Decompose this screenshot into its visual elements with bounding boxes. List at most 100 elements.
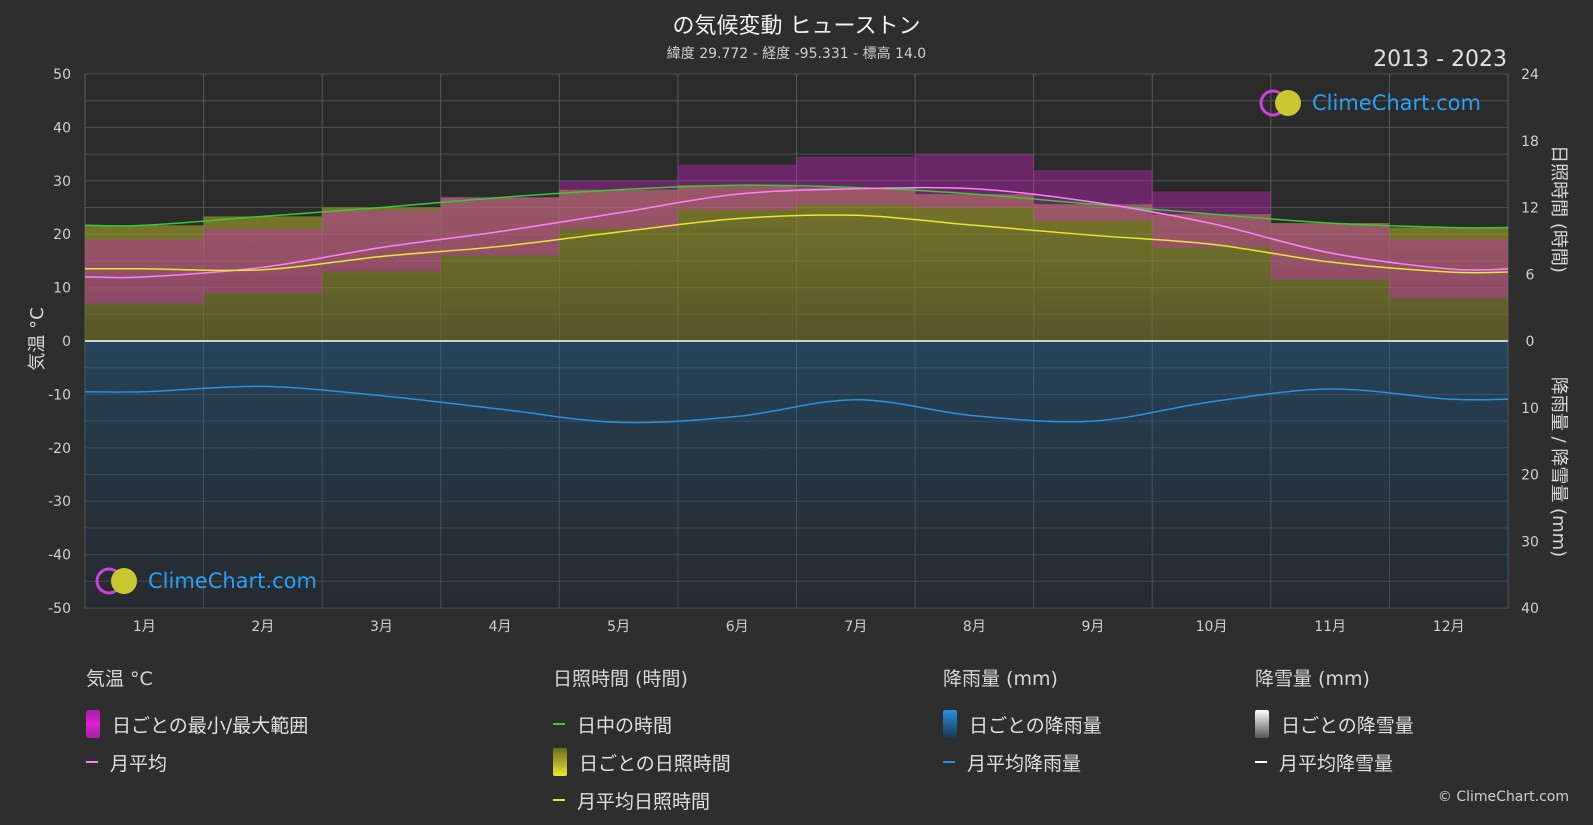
temp-avg-swatch [86,761,98,763]
temp-avg-line [84,186,1509,279]
temp-range-band [915,154,1034,208]
temp-range-band [1152,191,1271,248]
month-tick-label: 11月 [1314,619,1346,635]
left-tick-label: 10 [53,281,71,297]
daily-sunshine-band [440,197,560,341]
right-rain-tick-label: 30 [1521,534,1539,550]
daily-rain-band [322,341,441,608]
right-sun-tick-label: 0 [1526,334,1535,350]
month-tick-label: 1月 [133,619,156,635]
left-tick-label: -40 [48,548,71,564]
right-sun-tick-label: 24 [1521,67,1539,83]
legend-rain: 降雨量 (mm) 日ごとの降雨量 月平均降雨量 [943,664,1102,781]
brand-logo-top[interactable]: ClimeChart.com [1258,88,1481,118]
right-axis-rain-label: 降雨量 / 降雪量 (mm) [1548,376,1569,558]
rain-avg-line [84,385,1509,424]
year-range: 2013 - 2023 [1373,47,1507,72]
legend-label: 日ごとの最小/最大範囲 [112,714,309,737]
chart-subtitle: 緯度 29.772 - 経度 -95.331 - 標高 14.0 [666,46,927,62]
legend-label: 日ごとの降雪量 [1281,714,1414,737]
sunshine-swatch [553,748,567,776]
legend-snow-title: 降雪量 (mm) [1255,668,1370,690]
chart-title: の気候変動 ヒューストン [672,14,921,39]
daily-sunshine-band [203,216,323,341]
brand-logo-icon [1259,89,1301,117]
month-tick-label: 4月 [489,619,512,635]
daily-sunshine-band [677,185,797,341]
legend-temperature: 気温 °C 日ごとの最小/最大範囲 月平均 [86,664,308,781]
daily-rain-band [796,341,916,608]
right-sun-tick-label: 6 [1526,267,1535,283]
legend-rain-title: 降雨量 (mm) [943,668,1058,690]
left-tick-label: -10 [48,387,71,403]
legend-item-daylight: 日中の時間 [553,705,731,743]
daily-rain-band [85,341,204,608]
left-tick-label: 30 [53,174,71,190]
sunshine-avg-line [84,214,1509,274]
left-tick-label: -20 [48,441,71,457]
legend-item-temp-range: 日ごとの最小/最大範囲 [86,705,308,743]
legend-item-snow-avg: 月平均降雪量 [1255,743,1414,781]
daily-rain-band [440,341,560,608]
rain-avg-swatch [943,761,955,763]
month-tick-label: 6月 [726,619,749,635]
temp-range-band [1270,223,1390,280]
left-tick-label: -50 [48,601,71,617]
left-axis-label: 気温 °C [27,307,48,371]
left-tick-label: -30 [48,494,71,510]
month-tick-label: 10月 [1196,619,1228,635]
left-tick-label: 50 [53,67,71,83]
legend-label: 月平均降雨量 [967,752,1082,775]
legend-label: 日中の時間 [577,714,673,737]
daily-rain-band [915,341,1034,608]
legend-sunshine-title: 日照時間 (時間) [553,668,688,690]
legend-snow: 降雪量 (mm) 日ごとの降雪量 月平均降雪量 [1255,664,1414,781]
daily-rain-band [559,341,678,608]
temp-range-swatch [86,710,100,738]
month-tick-label: 8月 [963,619,986,635]
daily-rain-band [1033,341,1153,608]
sunshine-avg-swatch [553,799,565,801]
month-tick-label: 7月 [844,619,867,635]
copyright: © ClimeChart.com [1437,789,1569,805]
temp-range-band [796,156,916,205]
daily-rain-band [677,341,797,608]
legend-temperature-title: 気温 °C [86,668,153,690]
rain-swatch [943,710,957,738]
daily-sunshine-band [1389,227,1508,341]
brand-logo-text: ClimeChart.com [1312,91,1481,115]
month-tick-label: 9月 [1081,619,1104,635]
legend-item-daily-rain: 日ごとの降雨量 [943,705,1102,743]
daylight-line [84,184,1509,229]
daily-sunshine-band [1033,204,1153,341]
daily-rain-band [203,341,323,608]
daily-rain-band [1152,341,1271,608]
right-rain-tick-label: 10 [1521,401,1539,417]
legend-item-temp-avg: 月平均 [86,743,308,781]
daily-rain-band [1270,341,1390,608]
legend-label: 月平均日照時間 [577,790,711,813]
legend-item-rain-avg: 月平均降雨量 [943,743,1102,781]
daily-sunshine-band [559,189,678,341]
legend-label: 月平均降雪量 [1279,752,1394,775]
brand-logo-text: ClimeChart.com [148,569,317,593]
right-sun-tick-label: 12 [1521,201,1539,217]
daily-sunshine-band [322,207,441,341]
legend-label: 日ごとの日照時間 [579,752,731,775]
legend-item-sunshine-avg: 月平均日照時間 [553,781,731,819]
temp-range-band [85,239,204,304]
daily-rain-band [1389,341,1508,608]
brand-logo-bottom[interactable]: ClimeChart.com [94,566,317,596]
month-tick-label: 12月 [1433,619,1465,635]
daily-sunshine-band [915,194,1034,341]
month-tick-label: 5月 [607,619,630,635]
daily-sunshine-band [1152,214,1271,341]
temp-range-band [677,164,797,211]
temp-range-band [322,210,441,272]
daily-sunshine-band [796,187,916,341]
brand-logo-icon [95,567,137,595]
right-rain-tick-label: 40 [1521,601,1539,617]
left-tick-label: 20 [53,227,71,243]
legend-label: 日ごとの降雨量 [969,714,1102,737]
